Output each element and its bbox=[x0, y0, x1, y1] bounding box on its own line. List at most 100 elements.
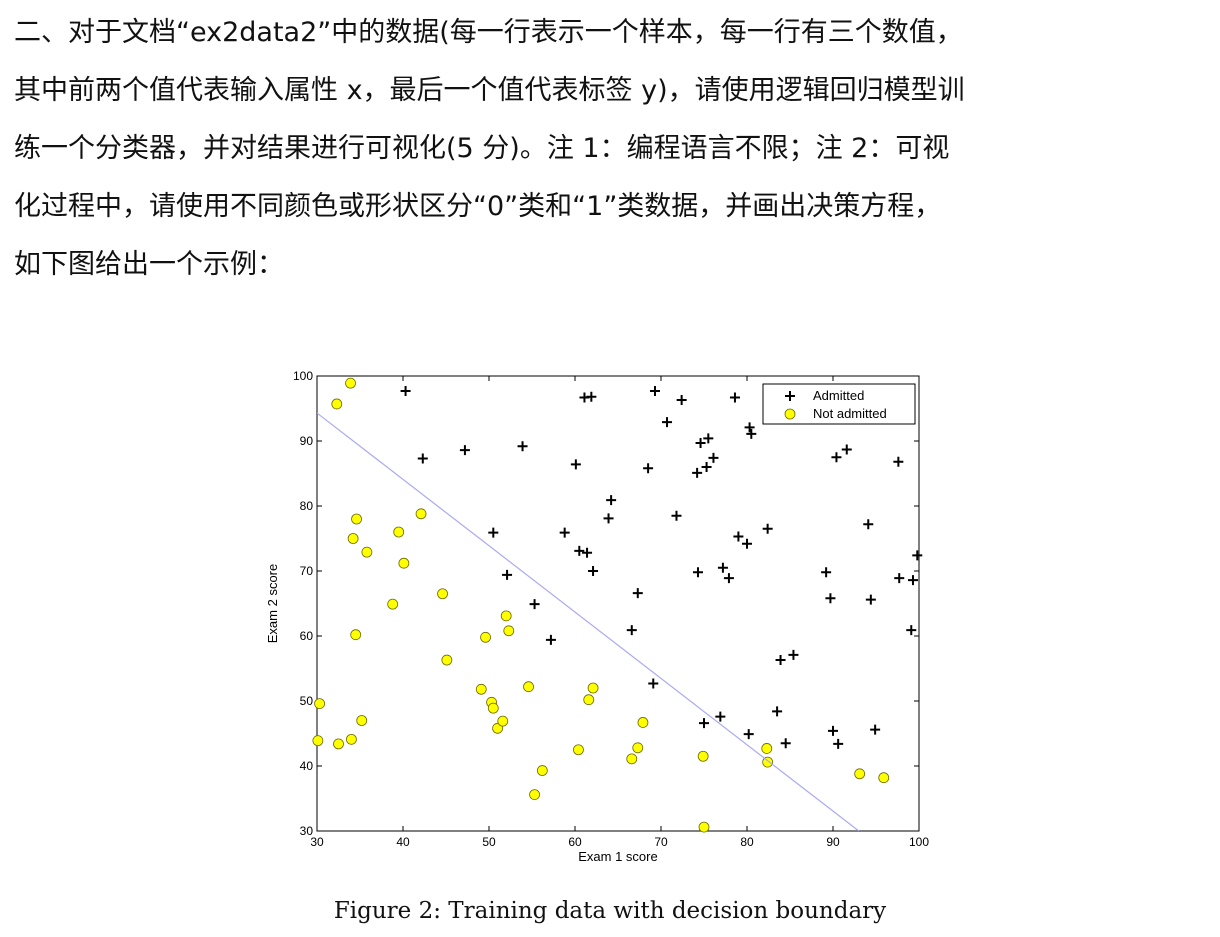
admitted-point bbox=[488, 527, 499, 538]
scatter-chart: 30 40 50 60 70 80 90 100 30 40 50 60 70 80 90 100 Exam 1… bbox=[265, 369, 929, 864]
not-admitted-point bbox=[345, 377, 356, 389]
not-admitted-point bbox=[437, 588, 448, 600]
admitted-point bbox=[894, 573, 905, 584]
admitted-point bbox=[828, 725, 838, 736]
x-tick-label: 80 bbox=[740, 835, 754, 849]
admitted-point bbox=[517, 441, 528, 452]
admitted-point bbox=[692, 467, 703, 478]
not-admitted-point bbox=[314, 698, 325, 710]
admitted-point bbox=[775, 655, 786, 666]
admitted-point bbox=[870, 724, 881, 735]
admitted-point bbox=[906, 625, 917, 636]
not-admitted-point bbox=[762, 756, 774, 768]
not-admitted-point bbox=[503, 625, 515, 637]
admitted-point bbox=[912, 550, 923, 561]
admitted-point bbox=[662, 417, 673, 428]
admitted-point bbox=[821, 567, 832, 578]
admitted-point bbox=[588, 566, 599, 576]
admitted-point bbox=[529, 599, 540, 610]
admitted-point bbox=[545, 634, 556, 645]
x-tick-label: 30 bbox=[310, 835, 324, 849]
question-line-5: 如下图给出一个示例： bbox=[14, 249, 284, 280]
legend-not-admitted-marker bbox=[784, 408, 796, 420]
admitted-point bbox=[400, 385, 411, 396]
admitted-point bbox=[788, 649, 799, 660]
y-tick-label: 50 bbox=[300, 694, 314, 708]
y-tick-label: 100 bbox=[293, 369, 313, 383]
admitted-point bbox=[833, 738, 844, 749]
not-admitted-point bbox=[331, 398, 343, 410]
not-admitted-point bbox=[480, 631, 491, 643]
not-admitted-point bbox=[698, 821, 710, 833]
not-admitted-point bbox=[475, 683, 487, 695]
admitted-point bbox=[695, 437, 706, 448]
admitted-point bbox=[699, 718, 709, 729]
admitted-point bbox=[762, 523, 773, 534]
admitted-point bbox=[648, 678, 659, 689]
not-admitted-point bbox=[583, 694, 595, 706]
admitted-point bbox=[603, 513, 614, 524]
decision-boundary-line bbox=[317, 412, 860, 831]
admitted-point bbox=[671, 510, 682, 521]
y-tick-label: 70 bbox=[300, 564, 314, 578]
admitted-point bbox=[780, 738, 791, 749]
y-tick-label: 40 bbox=[300, 759, 314, 773]
not-admitted-point bbox=[523, 681, 534, 693]
not-admitted-point bbox=[356, 715, 368, 726]
not-admitted-point bbox=[500, 610, 512, 622]
admitted-point bbox=[417, 453, 428, 464]
x-tick-label: 60 bbox=[568, 835, 582, 849]
admitted-point bbox=[649, 385, 660, 396]
not-admitted-point bbox=[487, 702, 499, 714]
legend-not-admitted-label: Not admitted bbox=[813, 406, 887, 421]
x-axis-label: Exam 1 score bbox=[578, 849, 657, 864]
not-admitted-point bbox=[398, 557, 410, 569]
not-admitted-point bbox=[387, 598, 399, 610]
admitted-point bbox=[744, 422, 755, 433]
admitted-point bbox=[708, 452, 719, 463]
not-admitted-point bbox=[415, 508, 427, 520]
not-admitted-point bbox=[393, 526, 405, 538]
figure-caption: Figure 2: Training data with decision bo… bbox=[333, 898, 887, 924]
not-admitted-point bbox=[312, 735, 324, 747]
not-admitted-point bbox=[497, 715, 509, 727]
admitted-point bbox=[865, 594, 876, 605]
y-tick-label: 30 bbox=[300, 824, 314, 838]
y-tick-label: 60 bbox=[300, 629, 314, 643]
admitted-point bbox=[582, 547, 593, 558]
y-axis-label: Exam 2 score bbox=[265, 564, 280, 643]
admitted-point bbox=[502, 569, 513, 580]
not-admitted-point bbox=[761, 743, 773, 754]
admitted-point bbox=[743, 729, 754, 740]
admitted-point bbox=[723, 573, 734, 584]
admitted-point bbox=[606, 495, 617, 506]
y-tick-label: 90 bbox=[300, 434, 314, 448]
not-admitted-point bbox=[854, 768, 866, 780]
admitted-point bbox=[893, 456, 904, 467]
admitted-point bbox=[459, 445, 470, 456]
not-admitted-point bbox=[361, 546, 373, 558]
question-line-2: 其中前两个值代表输入属性 x，最后一个值代表标签 y)，请使用逻辑回归模型训 bbox=[14, 75, 965, 106]
x-tick-label: 40 bbox=[396, 835, 410, 849]
not-admitted-point bbox=[632, 742, 644, 754]
not-admitted-point bbox=[697, 750, 709, 762]
not-admitted-point bbox=[878, 772, 890, 784]
x-tick-label: 100 bbox=[909, 835, 929, 849]
y-tick-label: 80 bbox=[300, 499, 314, 513]
not-admitted-point bbox=[350, 629, 362, 641]
not-admitted-point bbox=[573, 744, 584, 756]
not-admitted-point bbox=[351, 513, 362, 525]
x-tick-label: 70 bbox=[654, 835, 668, 849]
not-admitted-point bbox=[529, 789, 540, 801]
admitted-point bbox=[626, 625, 637, 636]
x-tick-label: 90 bbox=[826, 835, 840, 849]
legend-admitted-marker bbox=[785, 391, 795, 401]
question-line-3: 练一个分类器，并对结果进行可视化(5 分)。注 1：编程语言不限；注 2：可视 bbox=[14, 133, 950, 164]
admitted-point bbox=[632, 588, 643, 599]
admitted-point bbox=[831, 452, 842, 463]
admitted-point bbox=[692, 567, 703, 578]
x-tick-label: 50 bbox=[482, 835, 496, 849]
admitted-point bbox=[643, 463, 654, 474]
admitted-point bbox=[863, 519, 874, 530]
not-admitted-point bbox=[637, 717, 649, 728]
